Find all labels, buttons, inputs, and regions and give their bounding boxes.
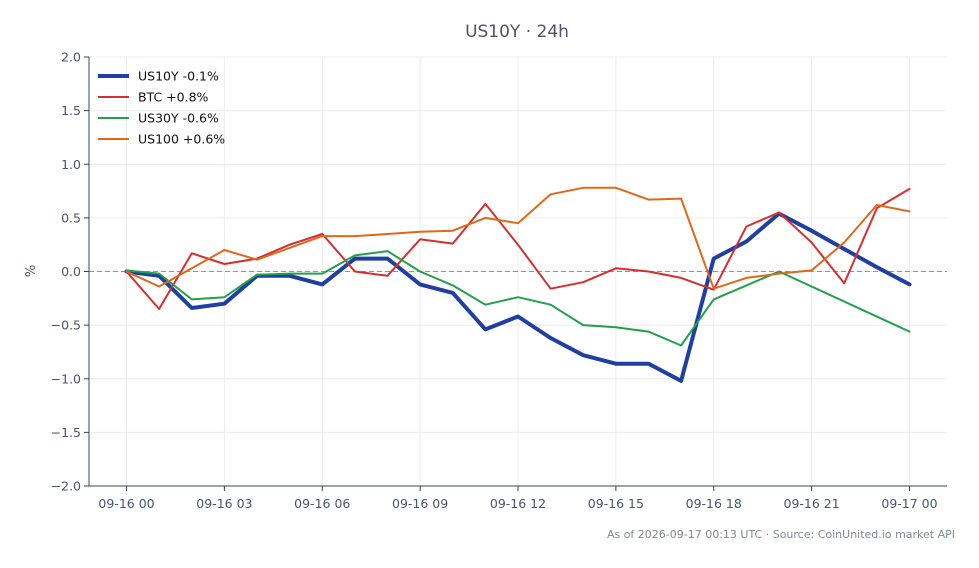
x-tick-label: 09-16 09 bbox=[392, 496, 448, 511]
y-tick-label: −1.5 bbox=[51, 425, 81, 440]
y-tick-label: −0.5 bbox=[51, 318, 81, 333]
legend-label-2: BTC +0.8% bbox=[138, 90, 209, 105]
x-tick-label: 09-16 00 bbox=[98, 496, 154, 511]
x-tick-label: 09-16 06 bbox=[294, 496, 350, 511]
y-tick-label: 0.5 bbox=[61, 210, 81, 225]
y-tick-label: 1.5 bbox=[61, 103, 81, 118]
y-tick-label: −1.0 bbox=[51, 371, 81, 386]
x-tick-label: 09-17 00 bbox=[881, 496, 937, 511]
series-line-2 bbox=[125, 187, 911, 310]
series-line-4 bbox=[125, 186, 911, 290]
x-tick-label: 09-16 18 bbox=[686, 496, 742, 511]
legend: US10Y -0.1% BTC +0.8% US30Y -0.6% US100 +0.… bbox=[98, 69, 225, 147]
y-tick-label: 0.0 bbox=[61, 264, 81, 279]
y-tick-label: 2.0 bbox=[61, 50, 81, 65]
x-tick-label: 09-16 12 bbox=[490, 496, 546, 511]
series-lines bbox=[124, 186, 912, 383]
x-tick-label: 09-16 21 bbox=[784, 496, 840, 511]
y-tick-label: 1.0 bbox=[61, 157, 81, 172]
y-axis-label: % bbox=[24, 265, 39, 277]
x-tick-label: 09-16 15 bbox=[588, 496, 644, 511]
legend-label-4: US100 +0.6% bbox=[138, 132, 225, 147]
footer-source: As of 2026-09-17 00:13 UTC · Source: Coi… bbox=[607, 528, 955, 541]
y-tick-label: −2.0 bbox=[51, 479, 81, 494]
chart-title: US10Y · 24h bbox=[465, 22, 569, 42]
y-tick-labels: 2.0 1.5 1.0 0.5 0.0 −0.5 −1.0 −1.5 −2.0 bbox=[51, 50, 89, 494]
legend-label-3: US30Y -0.6% bbox=[138, 111, 219, 126]
series-line-3 bbox=[125, 250, 911, 347]
x-tick-labels: 09-16 00 09-16 03 09-16 06 09-16 09 09-16 12… bbox=[98, 486, 938, 511]
x-tick-label: 09-16 03 bbox=[196, 496, 252, 511]
legend-label-1: US10Y -0.1% bbox=[138, 69, 219, 84]
